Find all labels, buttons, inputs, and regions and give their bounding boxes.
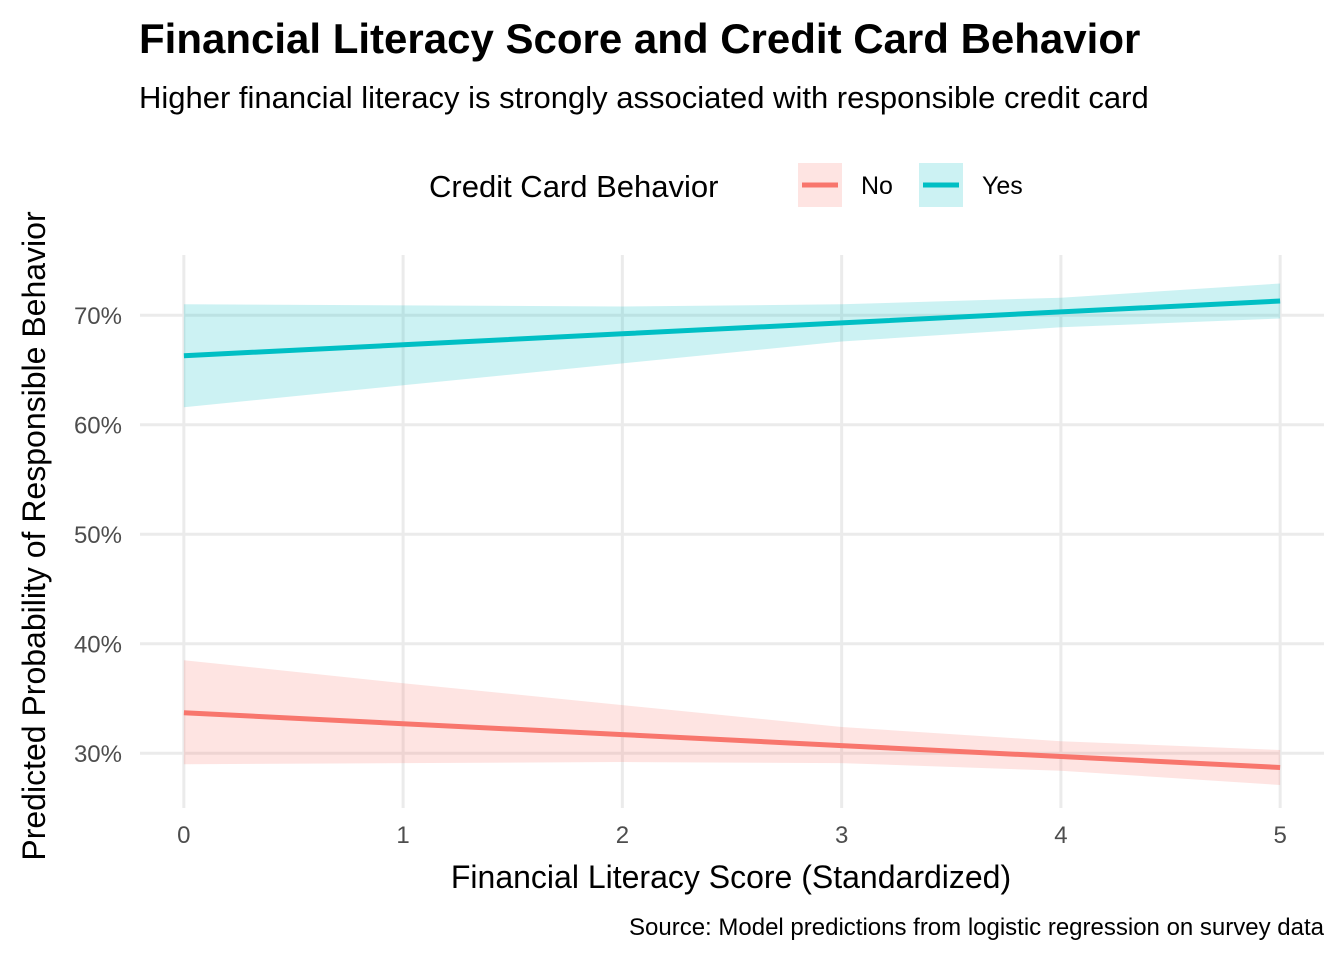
- y-tick-label: 70%: [74, 303, 122, 330]
- chart-title: Financial Literacy Score and Credit Card…: [139, 15, 1140, 62]
- x-tick-label: 1: [396, 822, 409, 849]
- x-tick-label: 0: [177, 822, 190, 849]
- chart-caption: Source: Model predictions from logistic …: [629, 914, 1325, 941]
- x-tick-label: 3: [835, 822, 848, 849]
- x-tick-label: 4: [1054, 822, 1067, 849]
- y-axis-title: Predicted Probability of Responsible Beh…: [16, 211, 52, 861]
- gridlines: [140, 255, 1324, 808]
- x-tick-label: 2: [616, 822, 629, 849]
- x-axis-title: Financial Literacy Score (Standardized): [451, 859, 1011, 895]
- y-tick-label: 50%: [74, 522, 122, 549]
- legend: Credit Card Behavior No Yes: [429, 163, 1023, 207]
- y-tick-label: 60%: [74, 413, 122, 440]
- series-lines: [183, 298, 1281, 770]
- legend-label-yes: Yes: [982, 172, 1023, 200]
- legend-label-no: No: [861, 172, 893, 200]
- y-tick-label: 30%: [74, 741, 122, 768]
- axis-ticks: 0 1 2 3 4 5 30% 40% 50% 60% 70%: [74, 303, 1287, 849]
- series-line-no: [183, 710, 1281, 770]
- x-tick-label: 5: [1273, 822, 1286, 849]
- y-tick-label: 40%: [74, 632, 122, 659]
- series-line-yes: [183, 298, 1281, 359]
- chart-subtitle: Higher financial literacy is strongly as…: [139, 80, 1149, 115]
- legend-title: Credit Card Behavior: [429, 169, 718, 204]
